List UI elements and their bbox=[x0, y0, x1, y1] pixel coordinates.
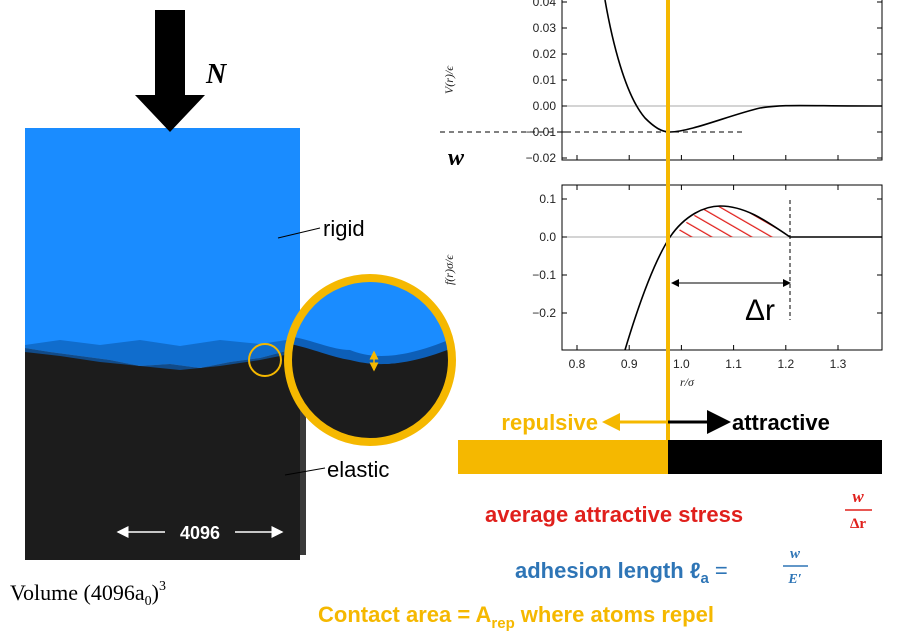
y-tick-label: 0.1 bbox=[539, 192, 556, 206]
range-label: Δr bbox=[745, 294, 775, 327]
volume-label: Volume (4096a0)3 bbox=[10, 579, 166, 609]
adhesion-note: adhesion length ℓa = bbox=[515, 558, 728, 587]
blocks bbox=[25, 10, 460, 560]
force-plot bbox=[562, 185, 882, 350]
volume-sup: 3 bbox=[159, 579, 166, 594]
adhesion-den: E′ bbox=[787, 572, 801, 587]
volume-close: ) bbox=[152, 580, 159, 605]
adhesion-eq: = bbox=[715, 558, 728, 583]
rigid-label: rigid bbox=[323, 216, 365, 241]
y-tick-label: 0.01 bbox=[533, 73, 557, 87]
repulsive-bar bbox=[458, 440, 668, 474]
potential-plot bbox=[440, 0, 882, 160]
contact-text: Contact area = A bbox=[318, 602, 492, 627]
adhesion-sub: a bbox=[701, 570, 710, 587]
force-label: N bbox=[205, 59, 228, 90]
y-label: V(r)/ϵ bbox=[442, 65, 456, 94]
stress-note: average attractive stress bbox=[485, 502, 743, 527]
x-tick-label: 0.9 bbox=[621, 357, 638, 371]
attractive-bar bbox=[668, 440, 882, 474]
y-tick-label: 0.04 bbox=[533, 0, 557, 9]
volume-sub: 0 bbox=[145, 594, 152, 609]
elastic-label: elastic bbox=[327, 457, 389, 482]
x-tick-label: 1.0 bbox=[673, 357, 690, 371]
y-tick-label: 0.03 bbox=[533, 21, 557, 35]
contact-note: Contact area = Arep where atoms repel bbox=[318, 602, 714, 632]
figure: N rigid elastic 4096 Volume (4096a0)3 V(… bbox=[0, 0, 914, 640]
y-label: f(r)σ/ϵ bbox=[442, 254, 456, 285]
width-label: 4096 bbox=[180, 523, 220, 543]
adhesion-text: adhesion length ℓ bbox=[515, 558, 701, 583]
y-tick-label: −0.1 bbox=[532, 268, 556, 282]
adhesion-num: w bbox=[790, 546, 801, 562]
x-label: r/σ bbox=[680, 375, 695, 389]
x-tick-label: 1.1 bbox=[725, 357, 742, 371]
stress-den: Δr bbox=[850, 516, 866, 532]
attractive-label: attractive bbox=[732, 410, 830, 435]
x-tick-label: 0.8 bbox=[569, 357, 586, 371]
repulsive-label: repulsive bbox=[501, 410, 598, 435]
y-tick-label: −0.02 bbox=[526, 151, 557, 165]
contact-sub: rep bbox=[491, 615, 514, 632]
y-tick-label: 0.0 bbox=[539, 230, 556, 244]
x-tick-label: 1.3 bbox=[830, 357, 847, 371]
contact-rest: where atoms repel bbox=[520, 602, 714, 627]
well-label: w bbox=[448, 145, 465, 171]
x-tick-label: 1.2 bbox=[777, 357, 794, 371]
stress-num: w bbox=[852, 487, 864, 506]
y-tick-label: −0.01 bbox=[526, 125, 557, 139]
y-tick-label: 0.02 bbox=[533, 47, 557, 61]
y-tick-label: 0.00 bbox=[533, 99, 557, 113]
volume-text: Volume (4096a bbox=[10, 580, 145, 605]
y-tick-label: −0.2 bbox=[532, 306, 556, 320]
